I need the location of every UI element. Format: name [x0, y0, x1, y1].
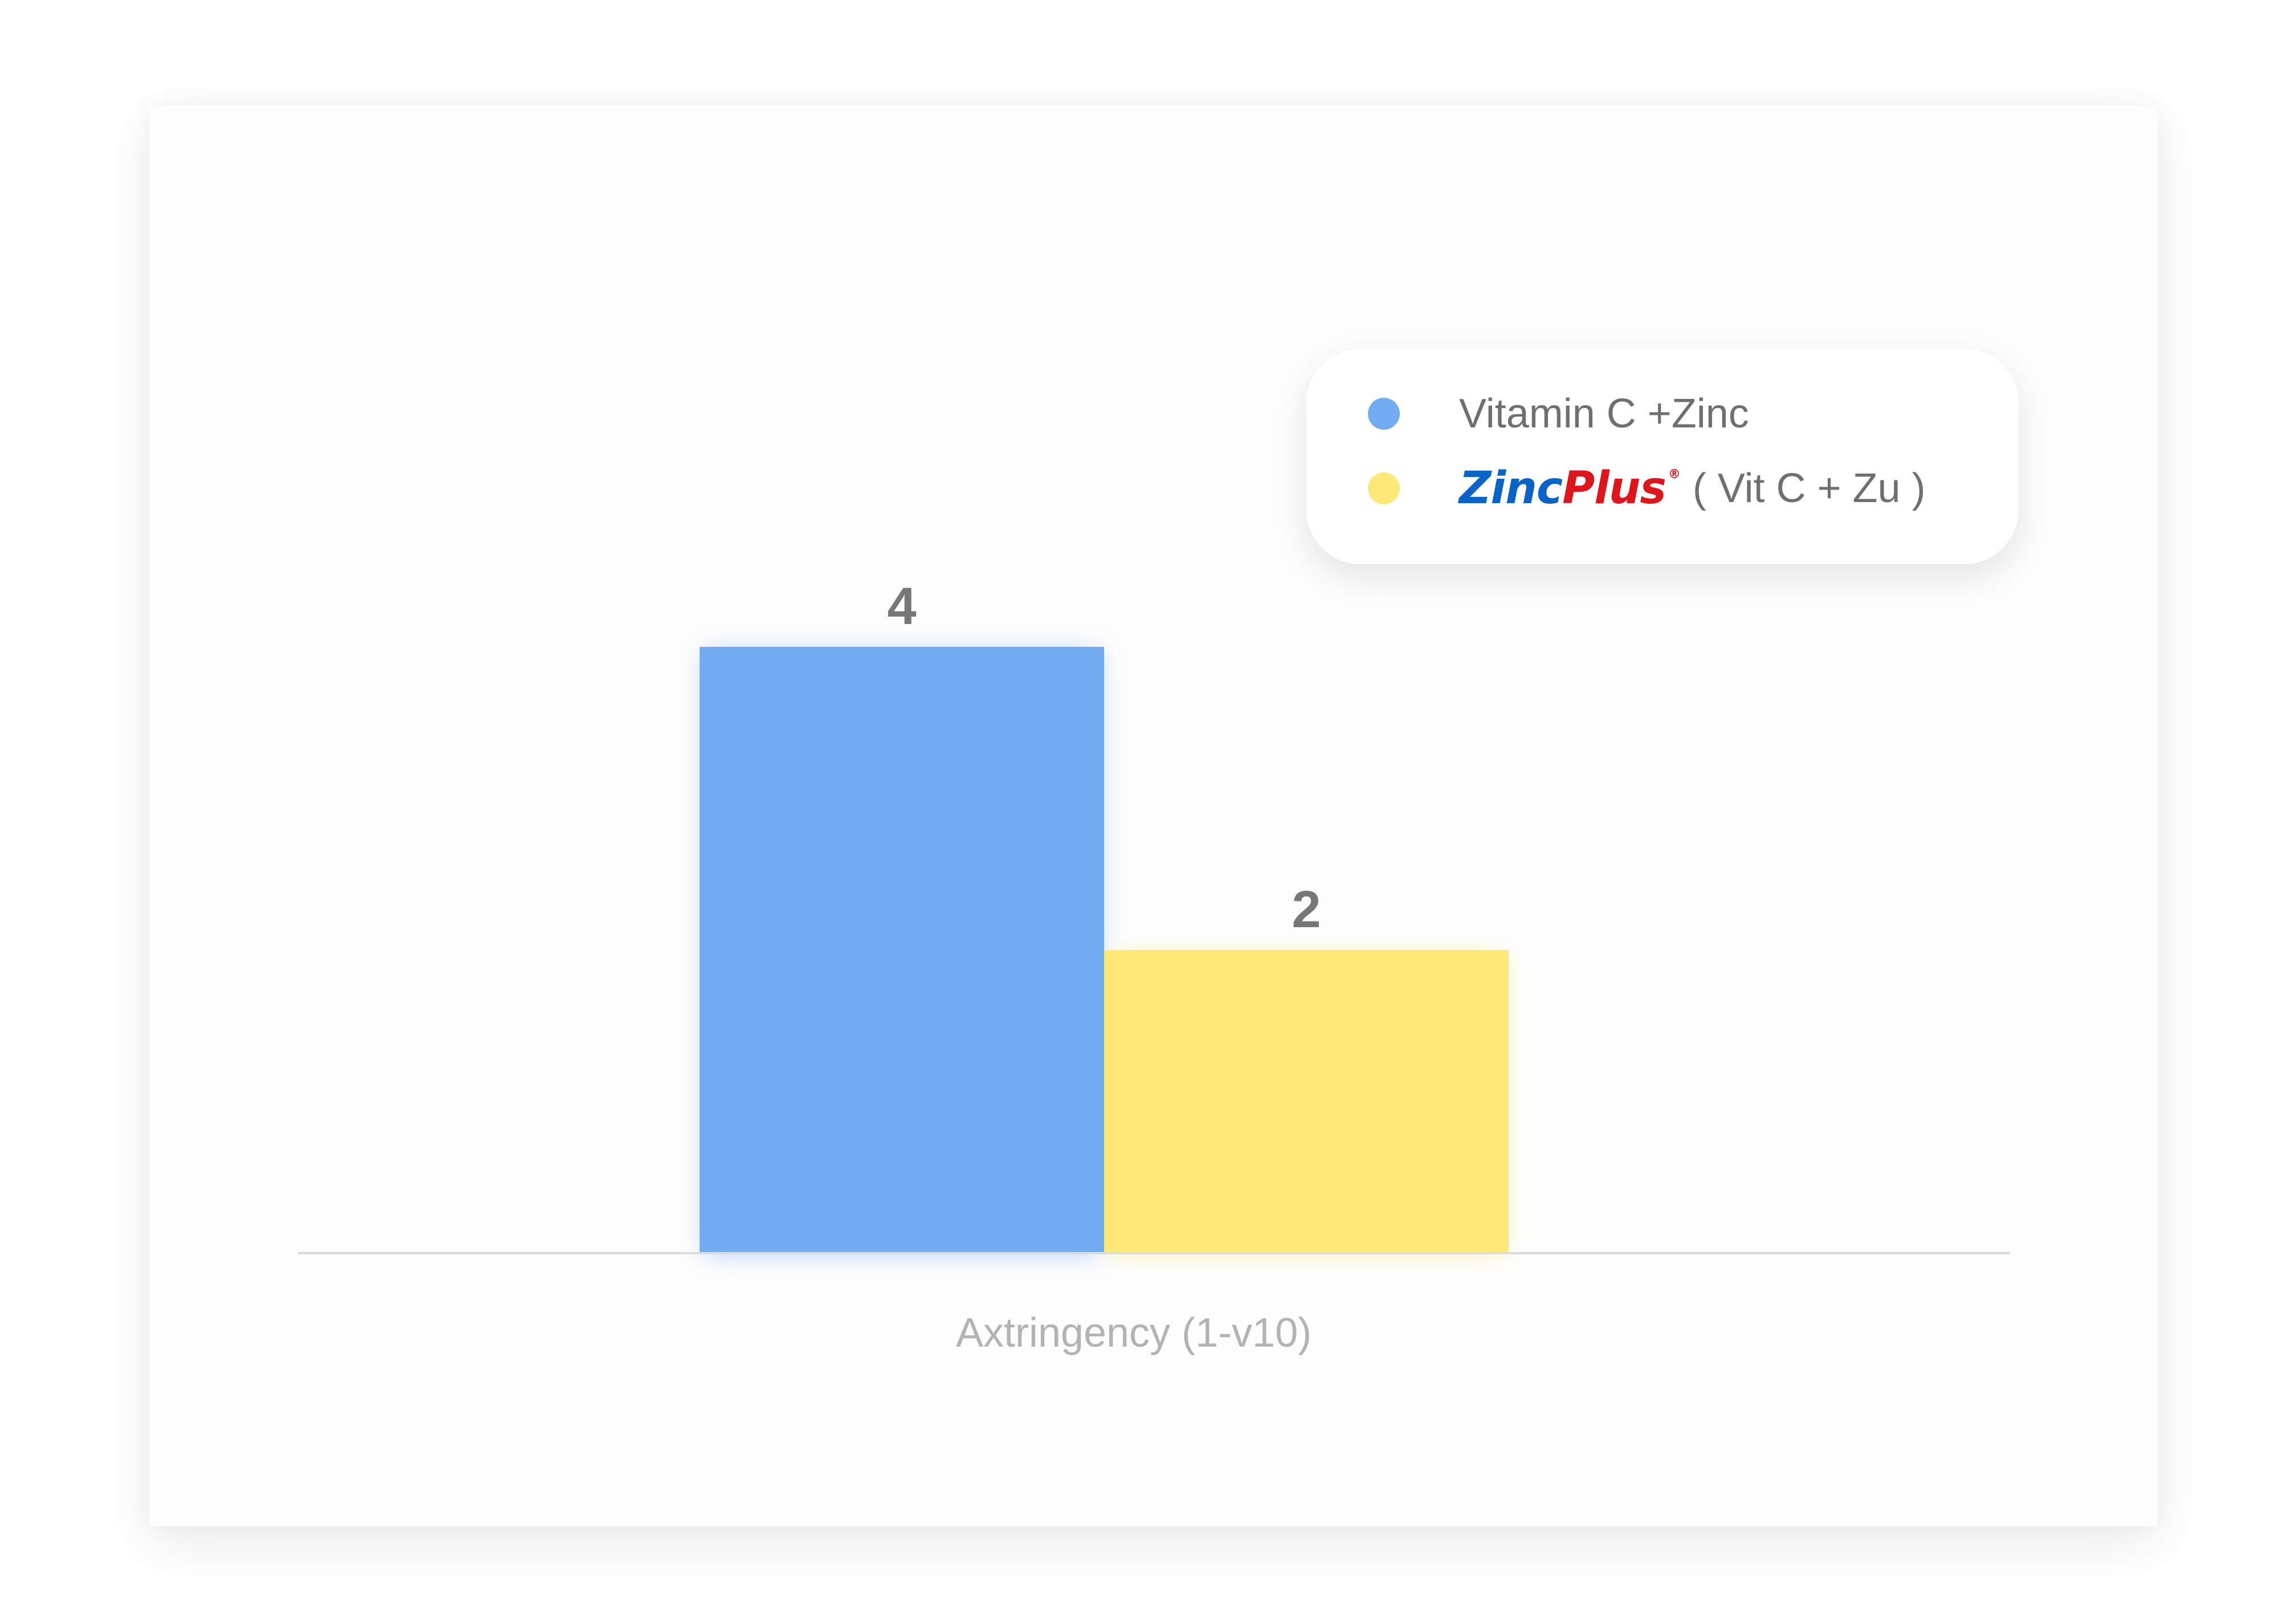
- chart-legend: [1306, 349, 2019, 564]
- bar-series-1: [700, 647, 1104, 1253]
- legend-label-vitamin-c-zinc: Vitamin C +Zinc: [1459, 391, 1749, 437]
- x-axis-category-label: Axtringency (1-v10): [955, 1310, 1312, 1356]
- zincplus-logo-plus: Plus: [1562, 463, 1666, 514]
- legend-swatch-blue: [1368, 398, 1400, 430]
- registered-mark: ®: [1668, 467, 1681, 482]
- legend-item-vitamin-c-zinc: Vitamin C +Zinc: [1368, 385, 1749, 442]
- bar-series-2: [1104, 950, 1509, 1253]
- bar-value-label-1: 4: [887, 577, 916, 635]
- zincplus-logo: ZincPlus ®: [1459, 463, 1681, 514]
- chart-card: [149, 105, 2158, 1526]
- bar-value-label-2: 2: [1292, 880, 1321, 939]
- zincplus-logo-zinc: Zinc: [1459, 463, 1563, 514]
- legend-label-zincplus-suffix: ( Vit C + Zu ): [1692, 466, 1926, 511]
- legend-swatch-yellow: [1368, 472, 1400, 504]
- legend-item-zincplus: ZincPlus ® ( Vit C + Zu ): [1368, 460, 1926, 517]
